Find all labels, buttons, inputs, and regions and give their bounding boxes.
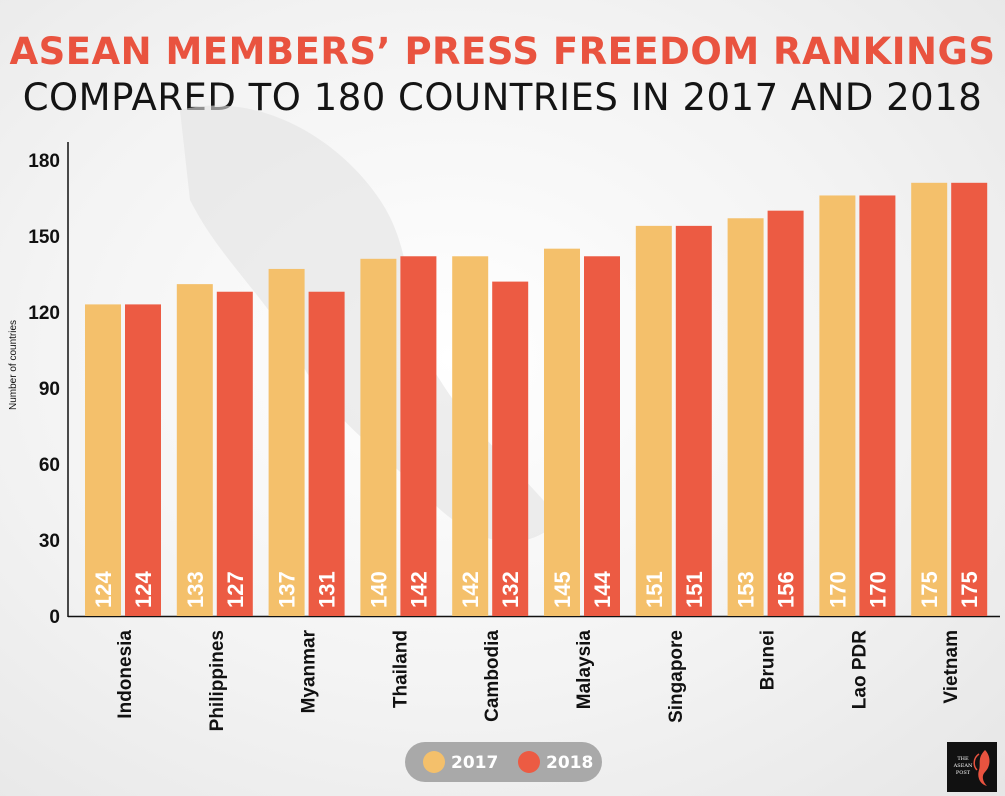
bar-value-label: 175 xyxy=(917,571,942,608)
bar-value-label: 144 xyxy=(590,571,615,608)
legend-swatch-2018 xyxy=(518,751,540,773)
bar-value-label: 137 xyxy=(275,571,300,608)
bar-value-label: 153 xyxy=(734,571,759,608)
bar-2017 xyxy=(268,268,305,616)
bar-value-label: 131 xyxy=(315,571,340,608)
y-tick-label: 120 xyxy=(28,303,60,324)
bar-value-label: 124 xyxy=(91,571,116,608)
bar-2017 xyxy=(544,248,580,616)
y-tick-label: 30 xyxy=(39,531,60,552)
bar-2017 xyxy=(819,195,856,616)
x-tick-label: Malaysia xyxy=(574,630,595,710)
bar-value-label: 140 xyxy=(366,571,391,608)
bar-chart: 0 30 60 90 120 150 180 Number of countries 124 12… xyxy=(8,105,1000,731)
x-tick-label: Singapore xyxy=(666,630,687,723)
phoenix-icon xyxy=(973,750,990,786)
legend: 2017 2018 xyxy=(405,742,602,782)
bar-value-label: 145 xyxy=(550,571,575,608)
bar-2018 xyxy=(584,256,620,616)
x-tick-label: Lao PDR xyxy=(849,630,870,709)
bar-2017 xyxy=(635,225,672,616)
legend-label-2017: 2017 xyxy=(451,753,499,773)
bar-value-label: 170 xyxy=(865,571,890,608)
x-tick-label: Brunei xyxy=(758,630,779,690)
bar-value-label: 151 xyxy=(682,571,707,608)
bar-value-label: 175 xyxy=(957,571,982,608)
logo-text: THE ASEAN POST xyxy=(953,756,973,776)
x-tick-label: Myanmar xyxy=(299,629,320,713)
bar-2018 xyxy=(308,291,345,616)
x-tick-label: Philippines xyxy=(207,630,228,731)
the-asean-post-logo: THE ASEAN POST xyxy=(947,742,997,792)
bar-value-label: 151 xyxy=(642,571,667,608)
bar-value-label: 133 xyxy=(183,571,208,608)
x-tick-label: Vietnam xyxy=(941,630,962,704)
y-tick-label: 150 xyxy=(28,227,60,248)
bar-2018 xyxy=(125,304,161,616)
y-tick-label: 60 xyxy=(39,455,60,476)
y-axis-label: Number of countries xyxy=(8,320,19,410)
chart-title: ASEAN MEMBERS’ PRESS FREEDOM RANKINGS xyxy=(9,30,996,73)
bar-value-label: 170 xyxy=(825,571,850,608)
bar-2018 xyxy=(767,210,804,616)
bar-value-label: 124 xyxy=(131,571,156,608)
bar-value-label: 132 xyxy=(498,571,523,608)
bar-2018 xyxy=(216,291,253,616)
bar-2017 xyxy=(452,256,489,616)
bar-value-label: 156 xyxy=(774,571,799,608)
bar-value-label: 127 xyxy=(223,571,248,608)
bar-2017 xyxy=(727,218,764,616)
bar-2017 xyxy=(176,284,213,616)
y-tick-label: 0 xyxy=(49,607,60,628)
bar-2018 xyxy=(492,281,529,616)
bar-2017 xyxy=(911,182,948,617)
x-tick-label: Indonesia xyxy=(115,630,136,719)
y-tick-label: 90 xyxy=(39,379,60,400)
bar-2018 xyxy=(675,225,712,616)
legend-label-2018: 2018 xyxy=(546,753,594,773)
bar-2017 xyxy=(360,258,397,616)
y-tick-label: 180 xyxy=(28,151,60,172)
bar-2017 xyxy=(85,304,121,616)
legend-swatch-2017 xyxy=(423,751,445,773)
bar-value-label: 142 xyxy=(406,571,431,608)
x-tick-label: Cambodia xyxy=(482,630,503,722)
bar-2018 xyxy=(400,256,437,616)
bar-2018 xyxy=(859,195,896,616)
x-tick-label: Thailand xyxy=(390,630,411,708)
bar-value-label: 142 xyxy=(458,571,483,608)
bar-2018 xyxy=(951,182,988,617)
